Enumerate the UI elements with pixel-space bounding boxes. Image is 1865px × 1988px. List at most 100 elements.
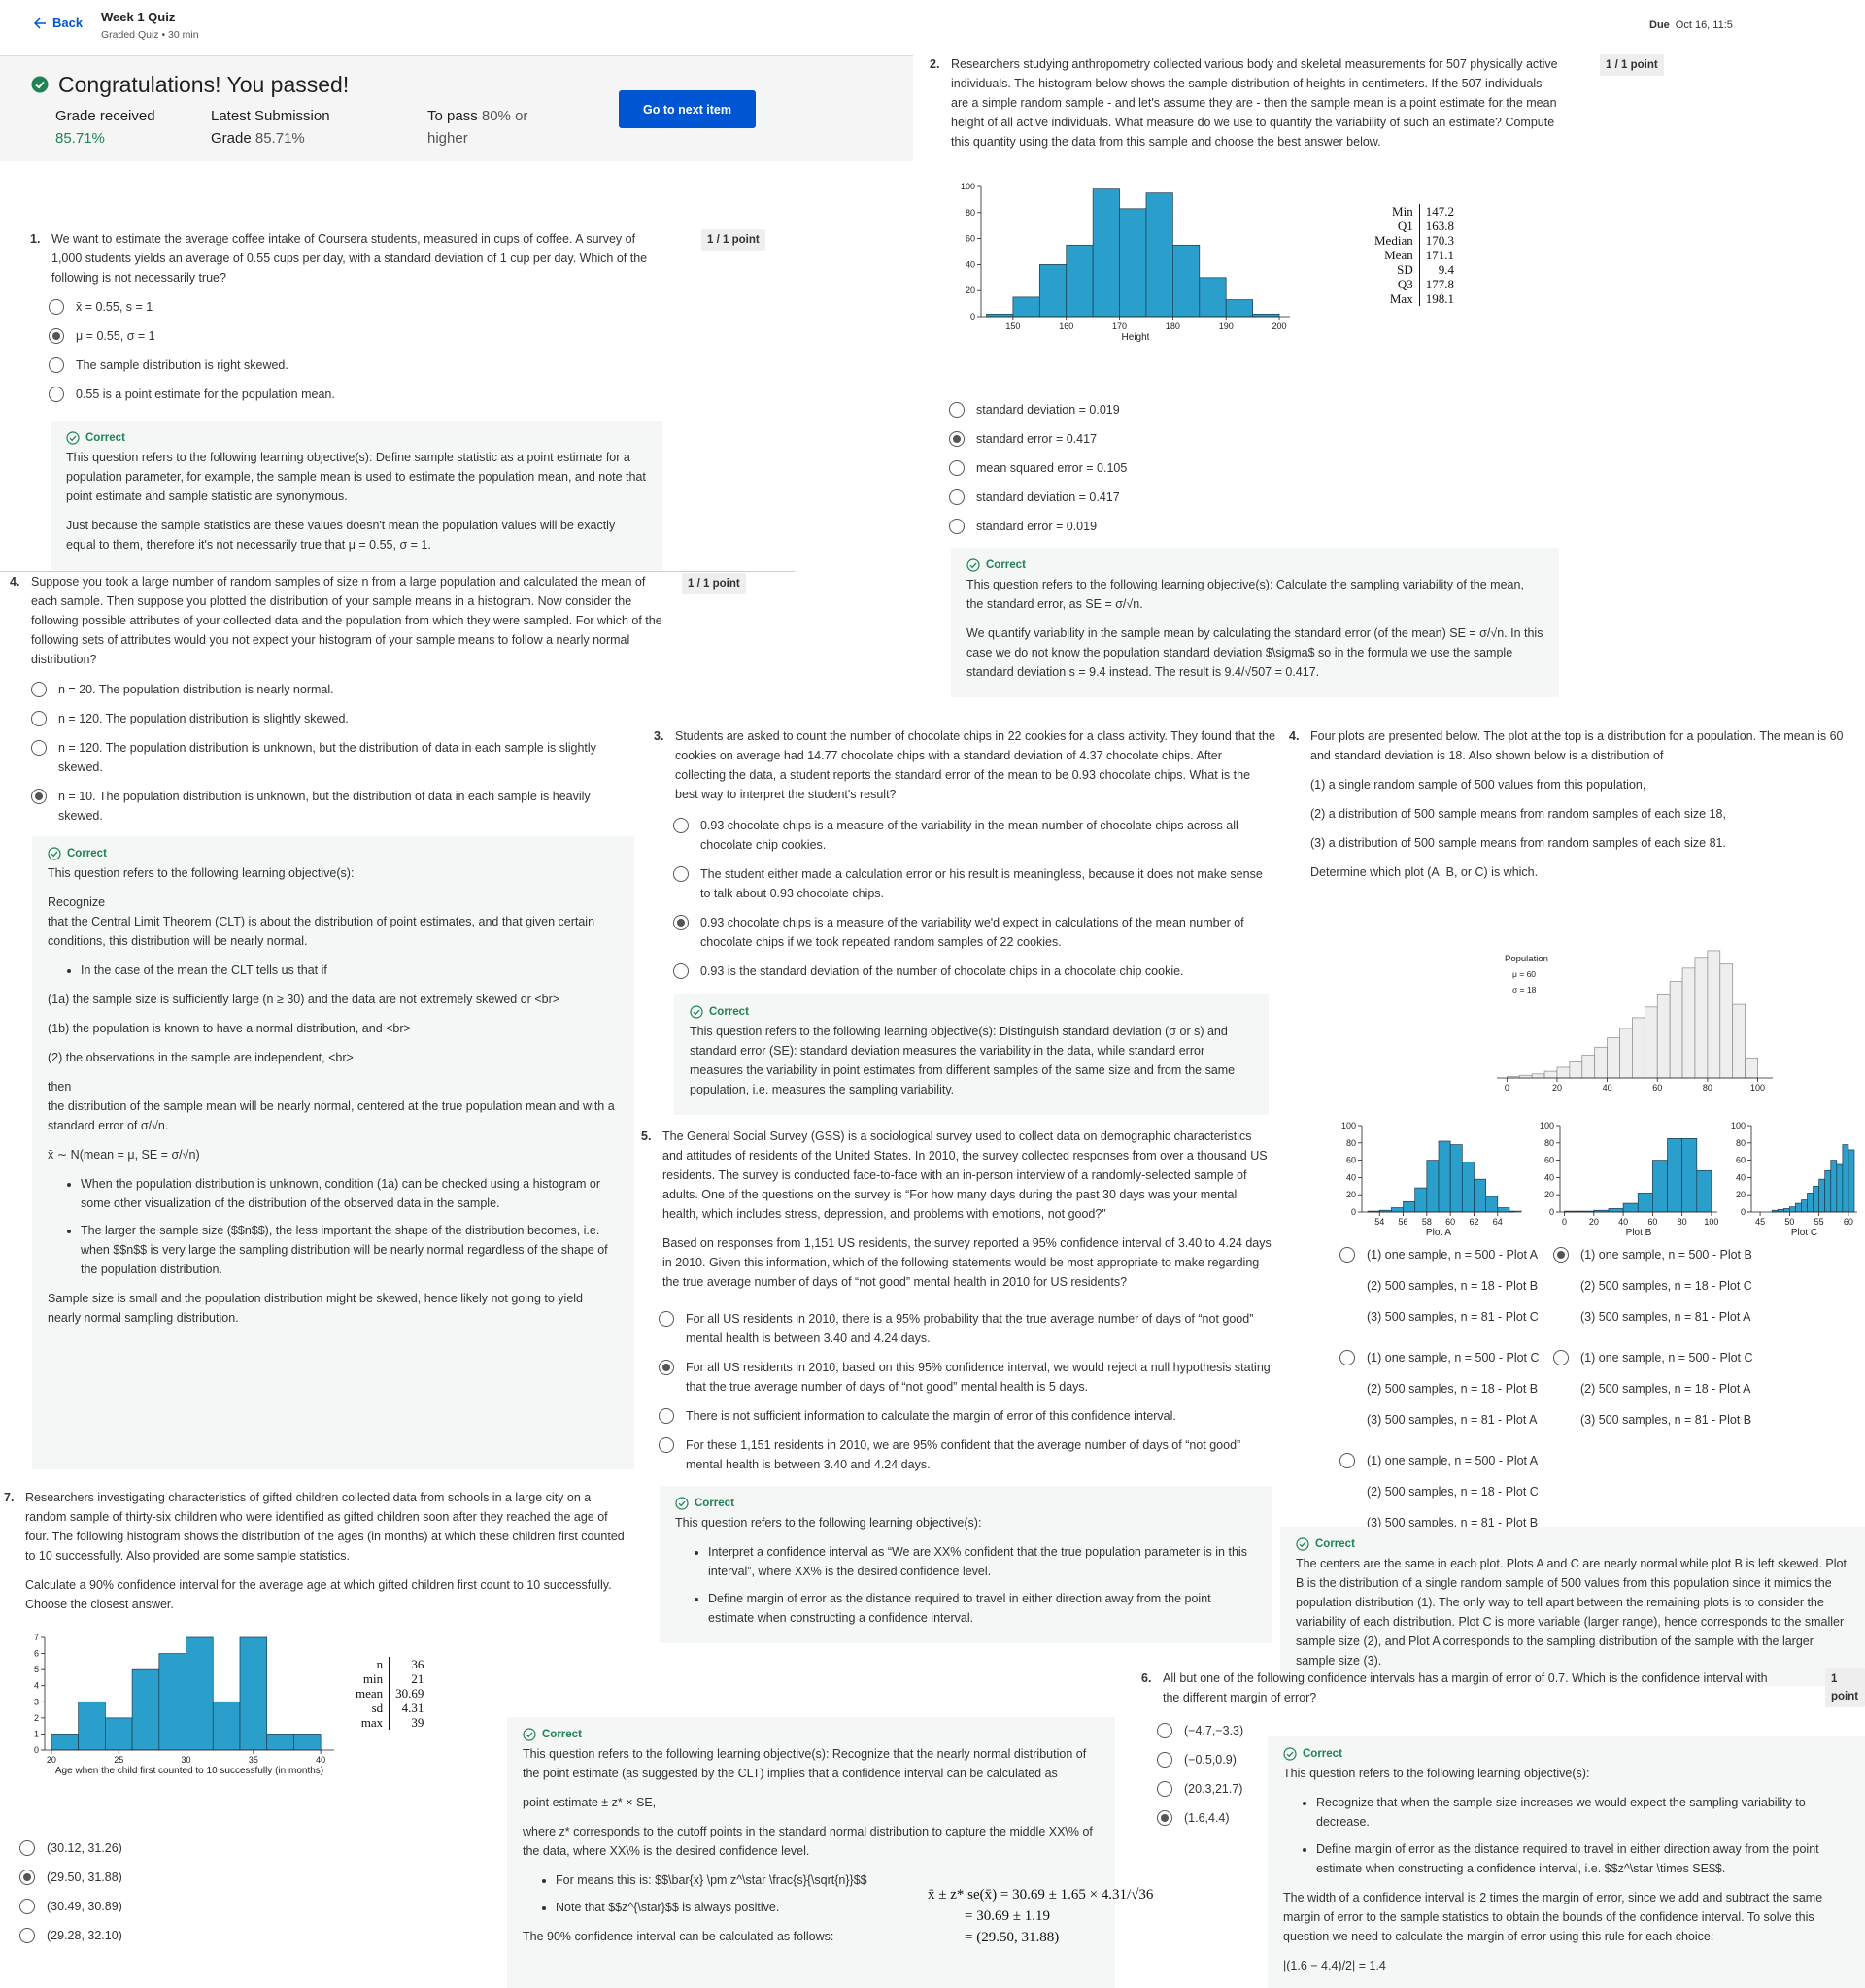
option[interactable]: The sample distribution is right skewed. (49, 355, 651, 375)
option[interactable]: (1) one sample, n = 500 - Plot A (2) 500 … (1339, 1245, 1553, 1338)
radio[interactable] (949, 489, 965, 505)
latest-value: 85.71% (254, 130, 305, 147)
radio[interactable] (1339, 1350, 1355, 1365)
option[interactable]: x̄ = 0.55, s = 1 (49, 297, 651, 317)
option[interactable]: (29.50, 31.88) (19, 1868, 311, 1887)
bar (1012, 296, 1040, 318)
option[interactable]: mean squared error = 0.105 (949, 458, 1532, 478)
radio[interactable] (49, 387, 64, 402)
option[interactable]: 0.93 chocolate chips is a measure of the… (673, 816, 1275, 855)
radio-selected[interactable] (659, 1360, 674, 1375)
option[interactable]: standard deviation = 0.019 (949, 400, 1532, 420)
back-link[interactable]: Back (33, 14, 83, 33)
option[interactable]: μ = 0.55, σ = 1 (49, 326, 651, 346)
radio[interactable] (1339, 1453, 1355, 1468)
options: (1) one sample, n = 500 - Plot A (2) 500 … (1339, 1245, 1767, 1554)
radio-selected[interactable] (1553, 1247, 1569, 1263)
y-tick-label: 40 (1346, 1172, 1356, 1182)
option[interactable]: 0.93 is the standard deviation of the nu… (673, 961, 1275, 981)
option[interactable]: 0.93 chocolate chips is a measure of the… (673, 913, 1275, 952)
radio[interactable] (673, 818, 689, 833)
option[interactable]: (1) one sample, n = 500 - Plot C (2) 500 … (1553, 1348, 1767, 1441)
radio-selected[interactable] (673, 915, 689, 930)
stats-row: n 36 (350, 1657, 430, 1671)
option[interactable]: standard error = 0.019 (949, 517, 1532, 536)
bar (1497, 1207, 1510, 1213)
bar (158, 1653, 186, 1751)
radio[interactable] (1157, 1723, 1172, 1738)
radio-selected[interactable] (31, 789, 47, 804)
option[interactable]: (1) one sample, n = 500 - Plot A (2) 500 … (1339, 1451, 1553, 1544)
option[interactable]: (30.49, 30.89) (19, 1897, 311, 1916)
next-button[interactable]: Go to next item (619, 90, 756, 128)
radio-selected[interactable] (49, 328, 64, 344)
option[interactable]: (−4.7,−3.3) (1157, 1721, 1273, 1740)
option[interactable]: (1.6,4.4) (1157, 1808, 1273, 1828)
x-tick-label: 100 (1750, 1083, 1765, 1093)
radio[interactable] (659, 1311, 674, 1327)
option[interactable]: (1) one sample, n = 500 - Plot C (2) 500 … (1339, 1348, 1553, 1441)
due-label: Due (1649, 19, 1670, 31)
radio[interactable] (949, 402, 965, 418)
feedback-status: Correct (85, 432, 125, 444)
points: 1 / 1 point (1600, 54, 1664, 76)
option[interactable]: n = 10. The population distribution is u… (31, 787, 633, 826)
radio[interactable] (949, 519, 965, 534)
radio[interactable] (673, 866, 689, 882)
radio[interactable] (31, 740, 47, 756)
y-tick-label: 20 (966, 286, 975, 295)
option[interactable]: n = 20. The population distribution is n… (31, 680, 633, 699)
question-paragraph: Based on responses from 1,151 US residen… (662, 1236, 1272, 1289)
icon-check (69, 435, 77, 442)
options: 0.93 chocolate chips is a measure of the… (673, 816, 1275, 991)
radio[interactable] (1157, 1752, 1172, 1768)
option[interactable]: n = 120. The population distribution is … (31, 709, 633, 728)
bar (1694, 957, 1709, 1079)
radio[interactable] (1157, 1781, 1172, 1797)
radio[interactable] (19, 1899, 35, 1914)
option[interactable]: (−0.5,0.9) (1157, 1750, 1273, 1769)
option[interactable]: n = 120. The population distribution is … (31, 738, 633, 777)
y-tick-label: 60 (966, 234, 975, 244)
option-line: (1) one sample, n = 500 - Plot C (1580, 1351, 1753, 1365)
option[interactable]: (20.3,21.7) (1157, 1779, 1273, 1799)
option[interactable]: standard deviation = 0.417 (949, 488, 1532, 507)
option[interactable]: (1) one sample, n = 500 - Plot B (2) 500 … (1553, 1245, 1767, 1338)
radio-selected[interactable] (19, 1870, 35, 1885)
radio[interactable] (49, 299, 64, 315)
option[interactable]: 0.55 is a point estimate for the populat… (49, 385, 651, 404)
option[interactable]: For all US residents in 2010, based on t… (659, 1358, 1271, 1397)
radio[interactable] (659, 1437, 674, 1453)
x-tick-label: 25 (114, 1755, 123, 1765)
radio[interactable] (31, 682, 47, 697)
radio[interactable] (19, 1928, 35, 1943)
option[interactable]: For these 1,151 residents in 2010, we ar… (659, 1435, 1271, 1474)
option[interactable]: standard error = 0.417 (949, 429, 1532, 449)
option-text: x̄ = 0.55, s = 1 (76, 300, 153, 314)
points: 1 / 1 point (701, 229, 765, 251)
option[interactable]: The student either made a calculation er… (673, 864, 1275, 903)
radio[interactable] (949, 460, 965, 476)
bar (1619, 1028, 1633, 1079)
radio[interactable] (19, 1840, 35, 1856)
radio-selected[interactable] (1157, 1810, 1172, 1826)
option[interactable]: (29.28, 32.10) (19, 1926, 311, 1945)
bar (1225, 299, 1253, 318)
radio[interactable] (1339, 1247, 1355, 1263)
option[interactable]: There is not sufficient information to c… (659, 1406, 1271, 1426)
x-tick-label: 54 (1374, 1217, 1384, 1227)
radio-selected[interactable] (949, 431, 965, 447)
icon-ring (675, 1497, 689, 1510)
correct-icon (690, 1005, 703, 1019)
radio[interactable] (31, 711, 47, 726)
stat-label: max (360, 1715, 384, 1730)
stat-label: mean (356, 1686, 384, 1701)
option[interactable]: For all US residents in 2010, there is a… (659, 1309, 1271, 1348)
option[interactable]: (30.12, 31.26) (19, 1838, 311, 1858)
radio[interactable] (673, 963, 689, 979)
radio[interactable] (49, 357, 64, 373)
question: 5. The General Social Survey (GSS) is a s… (641, 1127, 1272, 1301)
radio[interactable] (659, 1408, 674, 1424)
radio[interactable] (1553, 1350, 1569, 1365)
